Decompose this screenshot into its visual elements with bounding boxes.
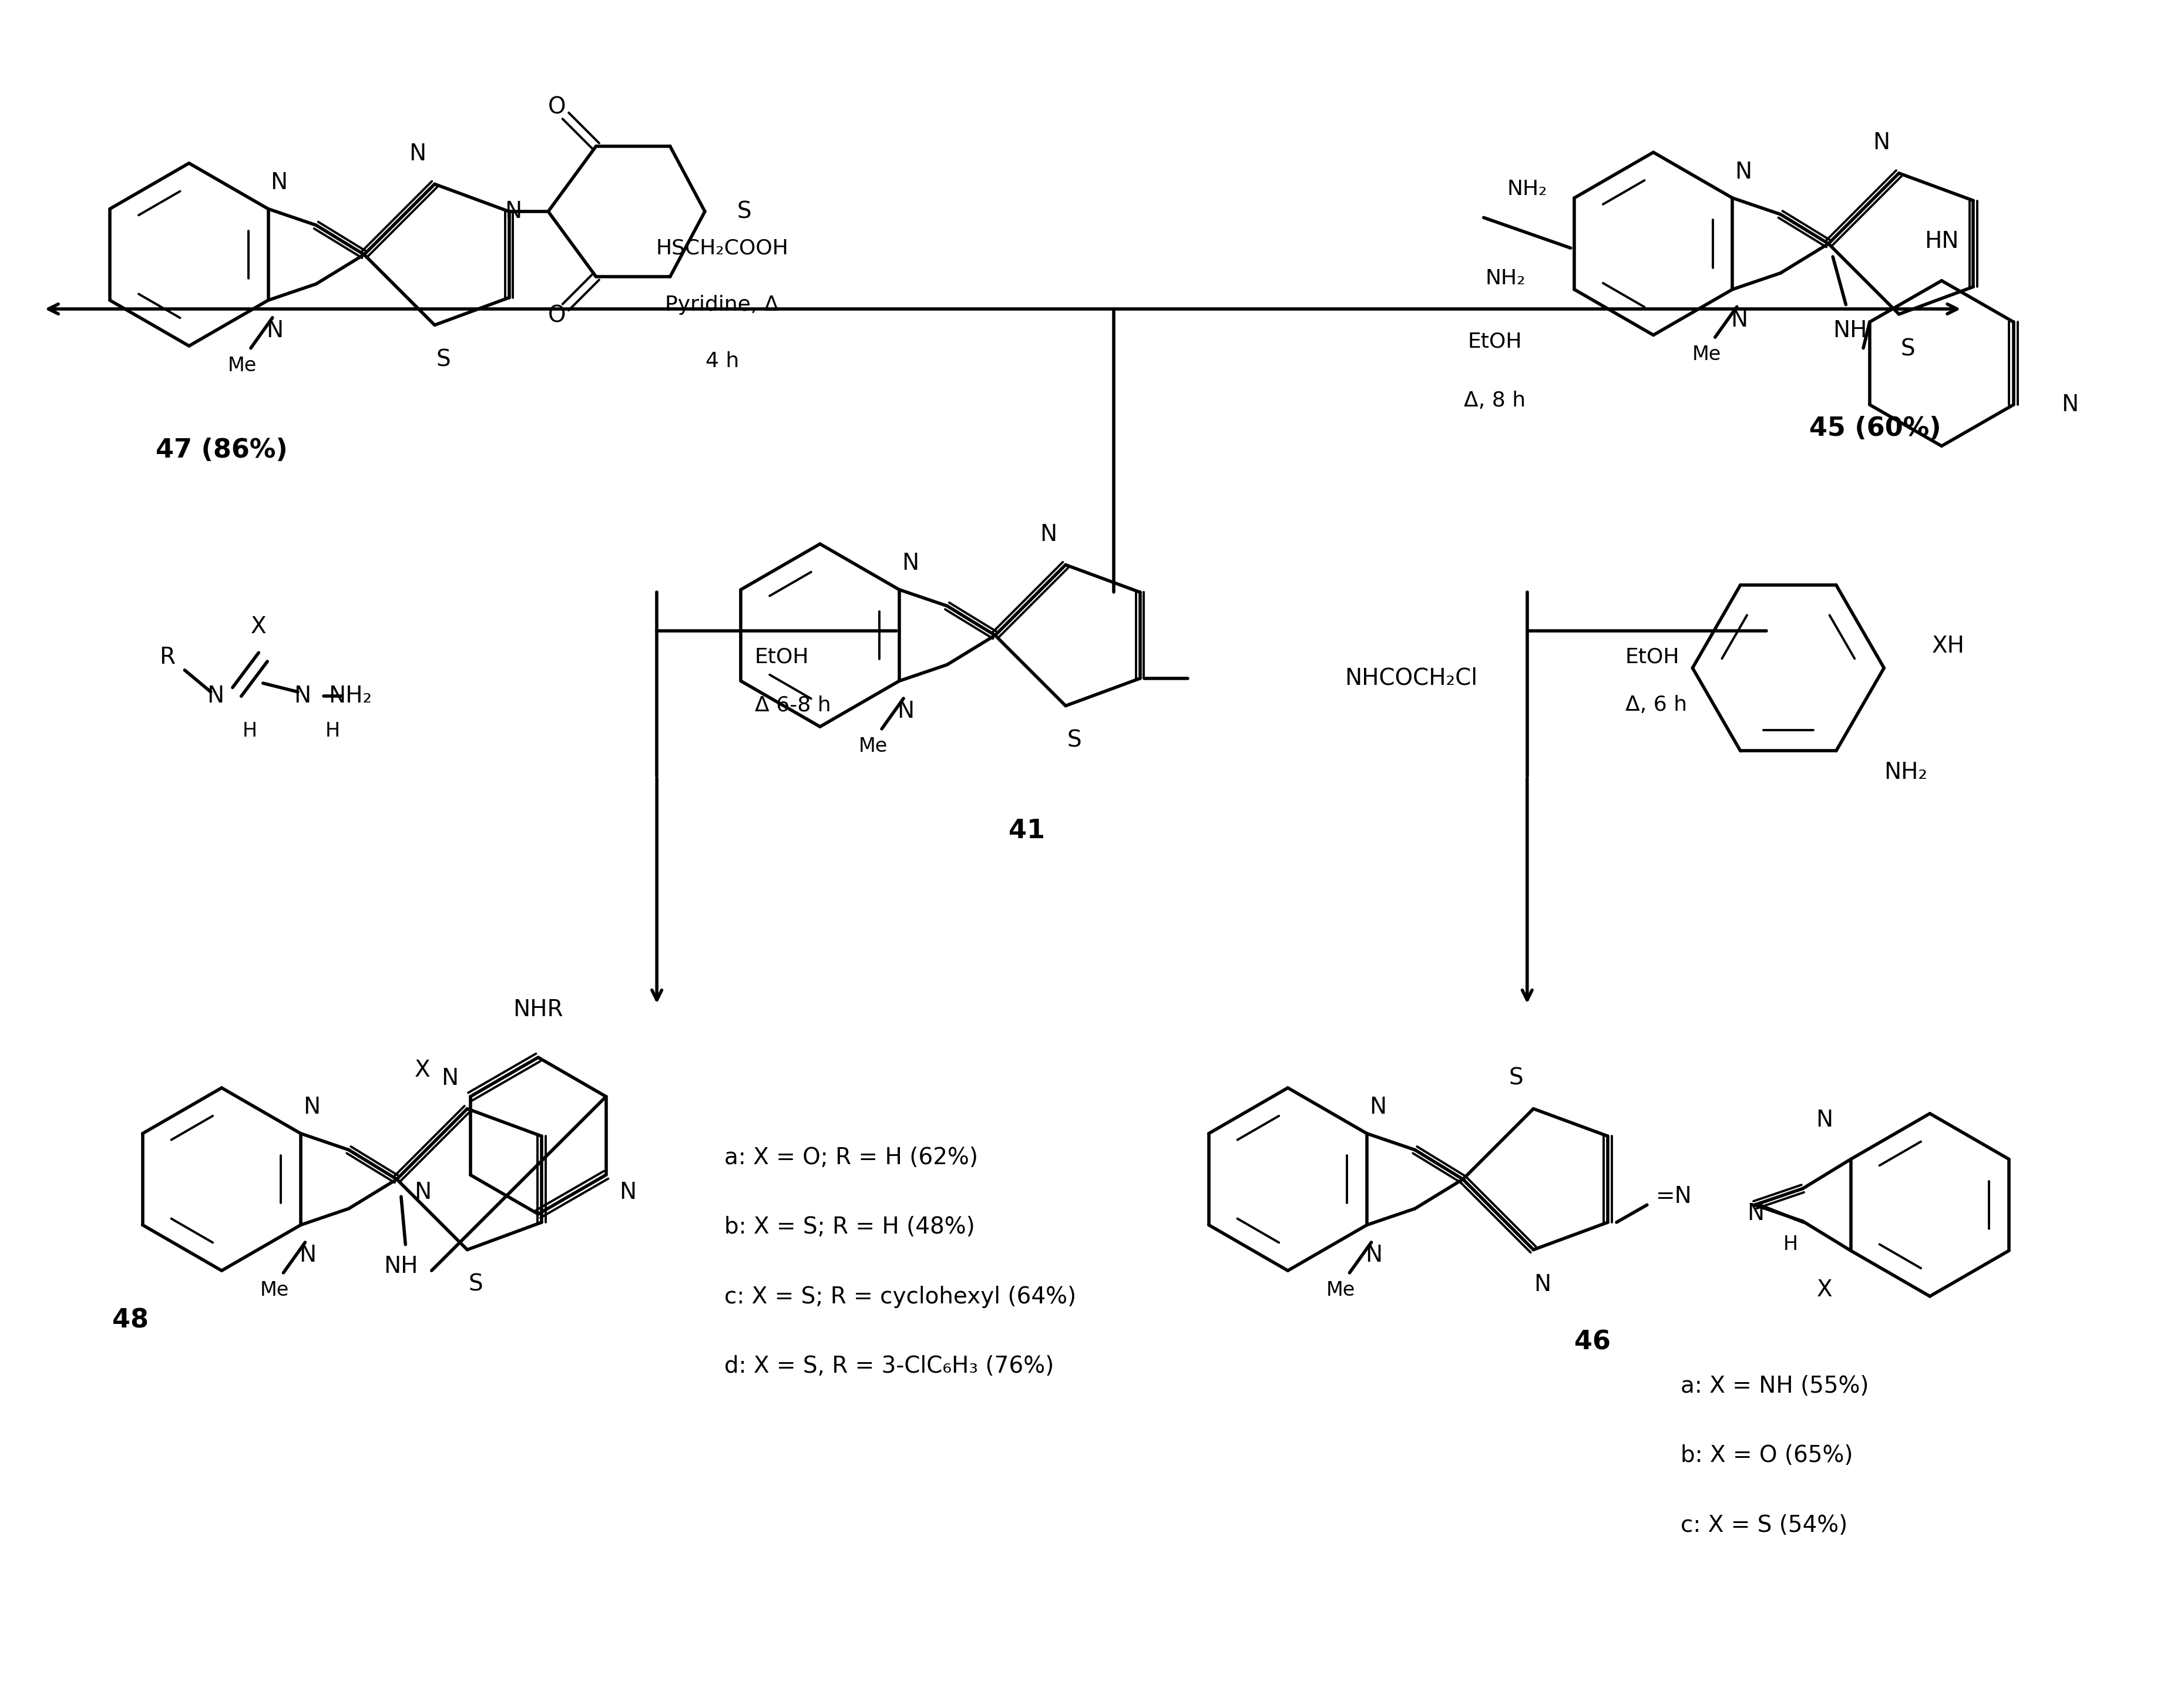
Text: =N: =N: [1655, 1186, 1693, 1207]
Text: N: N: [266, 320, 284, 342]
Text: X: X: [251, 615, 266, 638]
Text: N: N: [299, 1244, 317, 1266]
Text: N: N: [1874, 131, 1889, 153]
Text: HN: HN: [1924, 231, 1959, 253]
Text: c: X = S (54%): c: X = S (54%): [1658, 1514, 1848, 1536]
Text: b: X = O (65%): b: X = O (65%): [1658, 1445, 1852, 1467]
Text: EtOH: EtOH: [1468, 332, 1522, 352]
Text: NH₂: NH₂: [328, 685, 371, 707]
Text: S: S: [1900, 338, 1915, 360]
Text: Me: Me: [260, 1280, 288, 1300]
Text: N: N: [1365, 1244, 1382, 1266]
Text: N: N: [505, 200, 522, 222]
Text: O: O: [548, 305, 566, 327]
Text: N: N: [902, 552, 919, 574]
Text: c: X = S; R = cyclohexyl (64%): c: X = S; R = cyclohexyl (64%): [679, 1285, 1077, 1308]
Text: S: S: [437, 349, 450, 370]
Text: a: X = NH (55%): a: X = NH (55%): [1658, 1374, 1870, 1398]
Text: N: N: [2062, 394, 2079, 416]
Text: Me: Me: [858, 736, 887, 756]
Text: NHCOCH₂Cl: NHCOCH₂Cl: [1345, 667, 1476, 689]
Text: 47 (86%): 47 (86%): [155, 438, 288, 463]
Text: 41: 41: [1009, 818, 1044, 844]
Text: O: O: [548, 96, 566, 118]
Text: d: X = S, R = 3-ClC₆H₃ (76%): d: X = S, R = 3-ClC₆H₃ (76%): [679, 1356, 1055, 1378]
Text: X: X: [1817, 1278, 1832, 1302]
Text: 48: 48: [111, 1308, 149, 1334]
Text: N: N: [207, 685, 223, 707]
Text: 45 (60%): 45 (60%): [1808, 416, 1942, 441]
Text: NH: NH: [1832, 320, 1867, 342]
Text: S: S: [1068, 729, 1081, 751]
Text: NH₂: NH₂: [1507, 179, 1546, 199]
Text: N: N: [898, 701, 915, 722]
Text: H: H: [1784, 1234, 1797, 1255]
Text: H: H: [325, 721, 341, 741]
Text: NH₂: NH₂: [1485, 268, 1527, 288]
Text: N: N: [1734, 160, 1752, 184]
Text: N: N: [1817, 1108, 1832, 1132]
Text: N: N: [441, 1068, 459, 1090]
Text: NH: NH: [384, 1255, 419, 1278]
Text: N: N: [304, 1096, 321, 1118]
Text: N: N: [620, 1180, 636, 1204]
Text: 46: 46: [1575, 1330, 1610, 1356]
Text: N: N: [1730, 308, 1747, 332]
Text: XH: XH: [1933, 635, 1966, 657]
Text: Me: Me: [227, 355, 256, 376]
Text: Δ, 8 h: Δ, 8 h: [1463, 391, 1524, 411]
Text: Pyridine, Δ: Pyridine, Δ: [666, 295, 780, 315]
Text: S: S: [470, 1273, 483, 1295]
Text: HSCH₂COOH: HSCH₂COOH: [655, 237, 788, 258]
Text: N: N: [271, 172, 288, 194]
Text: H: H: [242, 721, 258, 741]
Text: a: X = O; R = H (62%): a: X = O; R = H (62%): [679, 1147, 978, 1169]
Text: N: N: [293, 685, 310, 707]
Text: Me: Me: [1326, 1280, 1356, 1300]
Text: b: X = S; R = H (48%): b: X = S; R = H (48%): [679, 1216, 974, 1238]
Text: EtOH: EtOH: [1625, 647, 1679, 667]
Text: 4 h: 4 h: [705, 352, 738, 370]
Text: EtOH: EtOH: [756, 647, 808, 667]
Text: Δ 6-8 h: Δ 6-8 h: [756, 695, 830, 716]
Text: Δ, 6 h: Δ, 6 h: [1625, 695, 1686, 716]
Text: N: N: [408, 143, 426, 165]
Text: NHR: NHR: [513, 999, 563, 1021]
Text: N: N: [1747, 1202, 1765, 1224]
Text: N: N: [1040, 524, 1057, 546]
Text: S: S: [1509, 1068, 1522, 1090]
Text: N: N: [1369, 1096, 1387, 1118]
Text: Me: Me: [1693, 345, 1721, 364]
Text: X: X: [415, 1059, 430, 1081]
Text: R: R: [159, 647, 175, 669]
Text: N: N: [415, 1180, 430, 1204]
Text: S: S: [736, 200, 751, 222]
Text: N: N: [1533, 1273, 1551, 1295]
Text: NH₂: NH₂: [1885, 761, 1928, 783]
